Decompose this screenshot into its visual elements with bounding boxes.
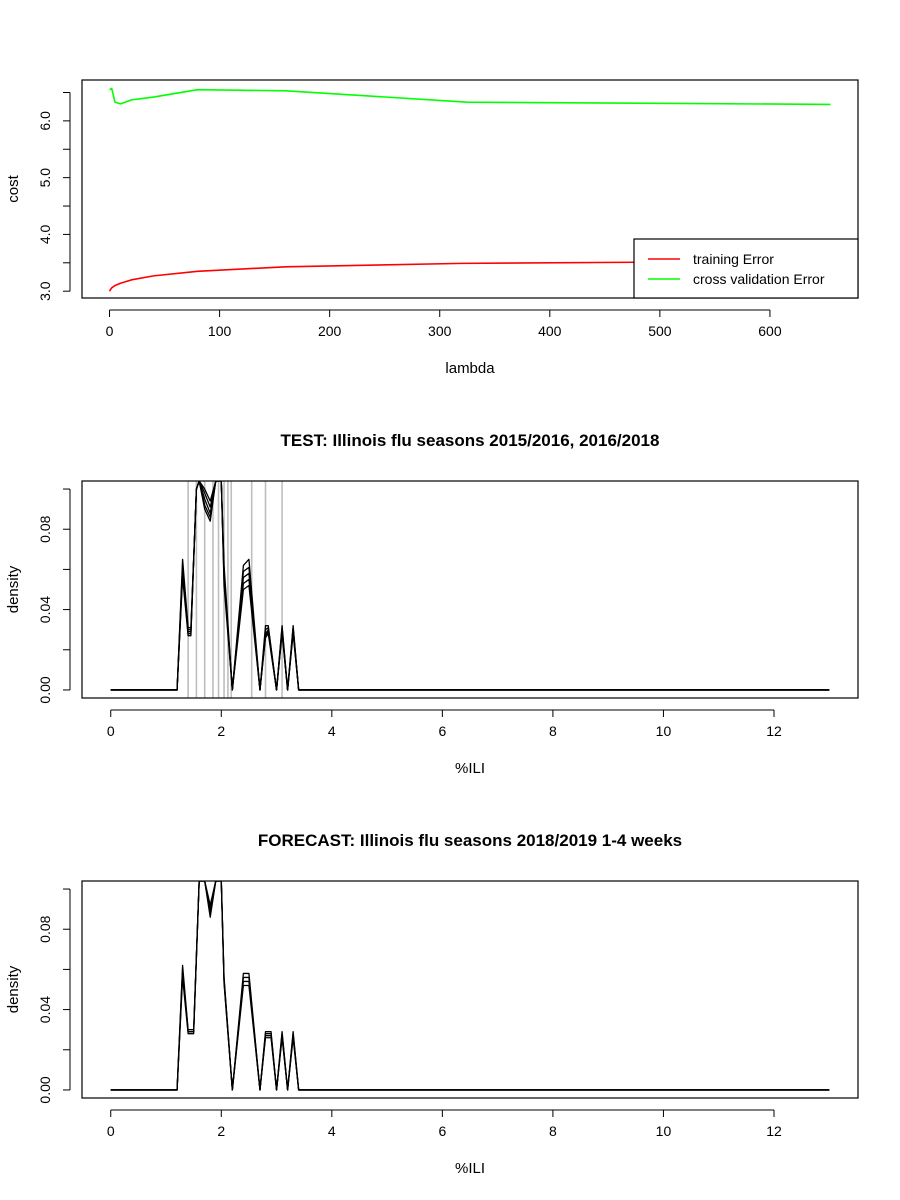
x-tick-label: 4	[328, 1123, 336, 1139]
x-tick-label: 2	[217, 723, 225, 739]
density-line-4	[110, 881, 830, 1091]
density-line-1	[110, 881, 830, 1091]
y-tick-label: 0.00	[37, 676, 53, 703]
x-tick-label: 10	[656, 723, 672, 739]
legend: training Error cross validation Error	[633, 238, 859, 299]
density-line-2	[110, 881, 830, 1091]
x-axis-label: lambda	[445, 360, 495, 377]
x-tick-label: 0	[107, 723, 115, 739]
legend-entry: training Error	[693, 251, 774, 267]
x-tick-label: 10	[656, 1123, 672, 1139]
plot-area	[110, 481, 830, 698]
y-tick-label: 5.0	[37, 168, 53, 188]
y-tick-label: 0.08	[37, 915, 53, 942]
x-tick-label: 0	[106, 323, 114, 339]
x-tick-label: 4	[328, 723, 336, 739]
plot-area	[108, 87, 831, 292]
x-tick-label: 12	[766, 723, 782, 739]
x-tick-label: 8	[549, 723, 557, 739]
chart-panel-3: FORECAST: Illinois flu seasons 2018/2019…	[5, 831, 859, 1177]
x-tick-label: 8	[549, 1123, 557, 1139]
y-axis-label: density	[5, 965, 22, 1013]
x-tick-label: 12	[766, 1123, 782, 1139]
legend-box	[633, 238, 859, 299]
chart-title: TEST: Illinois flu seasons 2015/2016, 20…	[281, 431, 660, 450]
x-tick-label: 6	[438, 723, 446, 739]
y-tick-label: 4.0	[37, 224, 53, 244]
y-axis-label: density	[5, 565, 22, 613]
x-tick-label: 200	[318, 323, 342, 339]
x-tick-label: 100	[208, 323, 232, 339]
legend-entry: cross validation Error	[693, 271, 825, 287]
plot-frame	[81, 79, 859, 299]
x-tick-label: 2	[217, 1123, 225, 1139]
x-tick-label: 500	[648, 323, 672, 339]
series-line-training-error	[108, 261, 660, 292]
y-tick-label: 0.04	[37, 996, 53, 1023]
chart-panel-2: TEST: Illinois flu seasons 2015/2016, 20…	[5, 431, 859, 777]
plot-area	[110, 881, 830, 1091]
y-axis-label: cost	[5, 174, 22, 202]
chart-panel-1: 0 100 200 300 400 500 600 lambda 3.0 4.0 5.0 6.0 cos…	[5, 79, 859, 377]
x-tick-label: 600	[758, 323, 782, 339]
density-line-3	[110, 881, 830, 1091]
y-tick-label: 0.08	[37, 515, 53, 542]
series-line-cross-validation-error	[109, 87, 831, 106]
x-tick-label: 400	[538, 323, 562, 339]
y-tick-label: 0.00	[37, 1076, 53, 1103]
plot-frame	[81, 880, 859, 1099]
density-line-5	[110, 481, 830, 691]
chart-title: FORECAST: Illinois flu seasons 2018/2019…	[258, 831, 682, 850]
x-axis-label: %ILI	[455, 760, 485, 777]
y-tick-label: 3.0	[37, 281, 53, 301]
x-tick-label: 0	[107, 1123, 115, 1139]
x-axis-label: %ILI	[455, 1160, 485, 1177]
plot-frame	[81, 480, 859, 699]
x-tick-label: 300	[428, 323, 452, 339]
y-tick-label: 6.0	[37, 111, 53, 131]
x-tick-label: 6	[438, 1123, 446, 1139]
y-tick-label: 0.04	[37, 596, 53, 623]
